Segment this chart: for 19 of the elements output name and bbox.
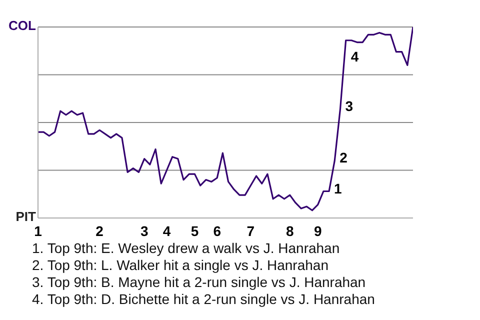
x-tick-label: 7 [246, 222, 255, 239]
x-tick-label: 9 [314, 222, 322, 239]
x-tick-label: 3 [140, 222, 148, 239]
annotation: 2 [340, 150, 348, 166]
annotation: 3 [345, 98, 354, 114]
annotation: 1 [334, 180, 342, 196]
text: 4. Top 9th: D. Bichette hit a 2-run single vs J. Hanrahan [32, 291, 376, 308]
text: 1. Top 9th: E. Wesley drew a walk vs J. Hanrahan [32, 240, 341, 257]
text: COL [8, 18, 36, 34]
text: PIT [14, 209, 36, 225]
x-tick-label: 5 [190, 222, 199, 239]
annotation: 4 [350, 48, 359, 64]
x-tick-label: 8 [286, 222, 294, 239]
x-tick-label: 1 [34, 222, 42, 239]
text: 2. Top 9th: L. Walker hit a single vs J. Hanrahan [32, 257, 330, 274]
x-tick-label: 6 [213, 222, 222, 239]
x-tick-label: 2 [96, 222, 104, 239]
text: 3. Top 9th: B. Mayne hit a 2-run single vs J. Hanrahan [32, 274, 367, 291]
x-tick-label: 4 [162, 222, 171, 239]
